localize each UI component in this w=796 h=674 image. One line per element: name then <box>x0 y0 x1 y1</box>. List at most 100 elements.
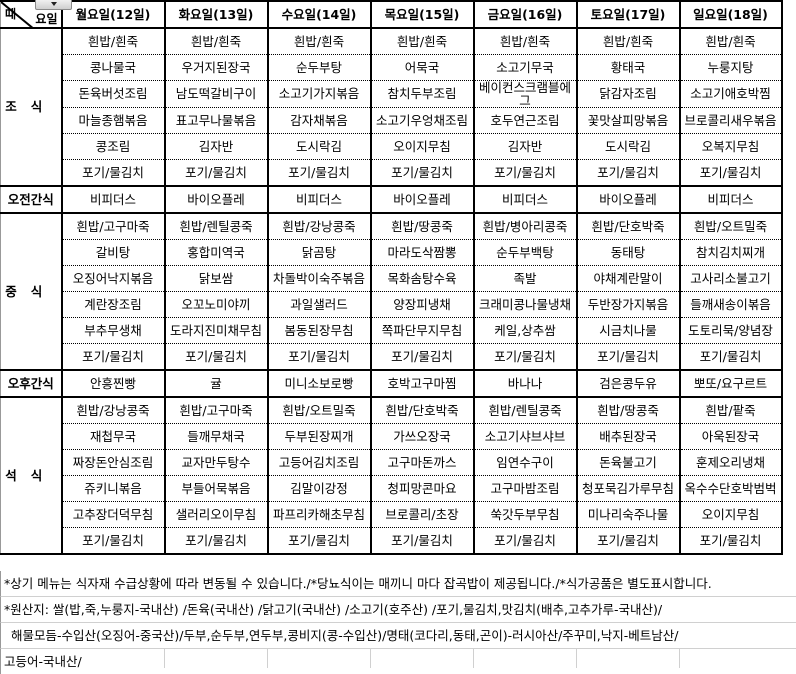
menu-item: 황태국 <box>575 54 681 81</box>
menu-item: 미나리숙주나물 <box>575 501 681 528</box>
menu-item: 흰밥/흰죽 <box>472 28 578 55</box>
snack-item: 비피더스 <box>60 185 166 214</box>
menu-item: 도토리묵/양념장 <box>678 317 783 344</box>
weekly-menu-table: 요일 때 월요일(12일) 화요일(13일) 수요일(14일) 목요일(15일)… <box>0 0 783 555</box>
menu-item: 족발 <box>472 265 578 292</box>
menu-item: 흰밥/병아리콩죽 <box>472 213 578 240</box>
lunch-row: 포기/물김치 포기/물김치 포기/물김치 포기/물김치 포기/물김치 포기/물김치 포기/물… <box>1 343 783 371</box>
menu-item: 흰밥/렌틸콩죽 <box>472 397 578 424</box>
menu-item: 두반장가지볶음 <box>575 291 681 318</box>
menu-item: 흰밥/단호박죽 <box>575 213 681 240</box>
menu-item: 아욱된장국 <box>678 423 783 450</box>
menu-item: 흰밥/흰죽 <box>163 28 269 55</box>
menu-item: 오이지무침 <box>678 501 783 528</box>
snack-item: 귤 <box>163 369 269 398</box>
menu-item: 꽃맛살피망볶음 <box>575 107 681 134</box>
corner-day-label: 요일 <box>35 12 58 26</box>
menu-item: 임연수구이 <box>472 449 578 476</box>
menu-item: 들깨무채국 <box>163 423 269 450</box>
lunch-label: 중식 <box>0 212 63 371</box>
menu-item: 오꼬노미야끼 <box>163 291 269 318</box>
day-header: 월요일(12일) <box>60 0 166 29</box>
menu-item: 감자채볶음 <box>266 107 372 134</box>
gridline <box>267 648 268 668</box>
menu-item: 흰밥/땅콩죽 <box>575 397 681 424</box>
menu-item: 흰밥/흰죽 <box>369 28 475 55</box>
note-origin: *원산지: 쌀(밥,죽,누룽지-국내산) /돈육(국내산) /닭고기(국내산) … <box>0 597 796 623</box>
afternoon-snack-label: 오후간식 <box>0 369 63 398</box>
menu-item: 시금치나물 <box>575 317 681 344</box>
menu-item: 베이컨스크램블에그 <box>472 80 578 108</box>
morning-snack-label: 오전간식 <box>0 185 63 214</box>
menu-item: 흰밥/흰죽 <box>60 28 166 55</box>
breakfast-row: 포기/물김치 포기/물김치 포기/물김치 포기/물김치 포기/물김치 포기/물김치 포기/물… <box>1 159 783 187</box>
dinner-row: 재첩무국 들깨무채국 두부된장찌개 가쓰오장국 소고기샤브샤브 배추된장국 아욱된장국 <box>1 423 783 450</box>
snack-item: 비피더스 <box>678 185 783 214</box>
menu-item: 들깨새송이볶음 <box>678 291 783 318</box>
menu-item: 포기/물김치 <box>678 159 783 187</box>
note-origin-end: 고등어-국내산/ <box>0 649 796 674</box>
menu-item: 포기/물김치 <box>369 527 475 555</box>
filter-dropdown-button[interactable] <box>35 0 72 10</box>
menu-item: 포기/물김치 <box>369 343 475 371</box>
menu-item: 과일샐러드 <box>266 291 372 318</box>
menu-item: 포기/물김치 <box>163 343 269 371</box>
menu-item: 콩나물국 <box>60 54 166 81</box>
snack-item: 검은콩두유 <box>575 369 681 398</box>
menu-item: 포기/물김치 <box>472 159 578 187</box>
menu-item: 흰밥/오트밀죽 <box>266 397 372 424</box>
menu-item: 목화솜탕수육 <box>369 265 475 292</box>
menu-item: 두부된장찌개 <box>266 423 372 450</box>
menu-item: 포기/물김치 <box>575 159 681 187</box>
menu-item: 브로콜리새우볶음 <box>678 107 783 134</box>
menu-item: 고구마돈까스 <box>369 449 475 476</box>
menu-item: 흰밥/고구마죽 <box>163 397 269 424</box>
snack-item: 바나나 <box>472 369 578 398</box>
menu-item: 브로콜리/초장 <box>369 501 475 528</box>
snack-item: 호박고구마찜 <box>369 369 475 398</box>
gridline <box>679 648 680 668</box>
menu-item: 재첩무국 <box>60 423 166 450</box>
menu-item: 소고기샤브샤브 <box>472 423 578 450</box>
day-header: 토요일(17일) <box>575 0 681 29</box>
day-header: 일요일(18일) <box>678 0 783 29</box>
menu-item: 닭곰탕 <box>266 239 372 266</box>
day-header: 수요일(14일) <box>266 0 372 29</box>
snack-item: 안흥찐빵 <box>60 369 166 398</box>
menu-item: 포기/물김치 <box>163 159 269 187</box>
menu-item: 청피망콘마요 <box>369 475 475 502</box>
lunch-row: 중식 흰밥/고구마죽 흰밥/렌틸콩죽 흰밥/강낭콩죽 흰밥/땅콩죽 흰밥/병아리콩죽 흰밥/… <box>0 212 783 371</box>
menu-item: 포기/물김치 <box>472 527 578 555</box>
menu-item: 쪽파단무지무침 <box>369 317 475 344</box>
menu-item: 차돌박이숙주볶음 <box>266 265 372 292</box>
lunch-row: 계란장조림 오꼬노미야끼 과일샐러드 양장피냉채 크래미콩나물냉채 두반장가지볶음 들깨새송… <box>1 291 783 318</box>
breakfast-row: 마늘종햄볶음 표고무나물볶음 감자채볶음 소고기우엉채조림 호두연근조림 꽃맛살피망볶음 브… <box>1 107 783 134</box>
menu-item: 양장피냉채 <box>369 291 475 318</box>
menu-item: 닭감자조림 <box>575 80 681 108</box>
menu-item: 파프리카해초무침 <box>266 501 372 528</box>
menu-item: 포기/물김치 <box>60 527 166 555</box>
menu-item: 소고기무국 <box>472 54 578 81</box>
dinner-row: 짜장돈안심조림 교자만두탕수 고등어김치조림 고구마돈까스 임연수구이 돈육불고기 훈제오리… <box>1 449 783 476</box>
menu-item: 흰밥/흰죽 <box>575 28 681 55</box>
menu-item: 남도떡갈비구이 <box>163 80 269 108</box>
snack-item: 비피더스 <box>472 185 578 214</box>
menu-item: 순두부백탕 <box>472 239 578 266</box>
menu-item: 흰밥/강낭콩죽 <box>266 213 372 240</box>
lunch-row: 갈비탕 홍합미역국 닭곰탕 마라도삭짬뽕 순두부백탕 동태탕 참치김치찌개 <box>1 239 783 266</box>
menu-item: 도라지진미채무침 <box>163 317 269 344</box>
chevron-down-icon <box>51 2 57 6</box>
note-disclaimer: *상기 메뉴는 식자재 수급상황에 따라 변동될 수 있습니다./*당뇨식이는 … <box>0 571 796 597</box>
morning-snack-row: 오전간식 비피더스 바이오플레 비피더스 바이오플레 비피더스 바이오플레 비피더스 <box>0 185 783 214</box>
menu-item: 김말이강정 <box>266 475 372 502</box>
menu-item: 흰밥/오트밀죽 <box>678 213 783 240</box>
menu-item: 소고기우엉채조림 <box>369 107 475 134</box>
corner-header: 요일 때 <box>0 0 63 29</box>
menu-item: 부들어묵볶음 <box>163 475 269 502</box>
menu-item: 야채계란말이 <box>575 265 681 292</box>
menu-item: 포기/물김치 <box>678 527 783 555</box>
menu-item: 순두부탕 <box>266 54 372 81</box>
menu-item: 포기/물김치 <box>472 343 578 371</box>
gridline <box>164 648 165 668</box>
corner-time-label: 때 <box>5 7 17 21</box>
